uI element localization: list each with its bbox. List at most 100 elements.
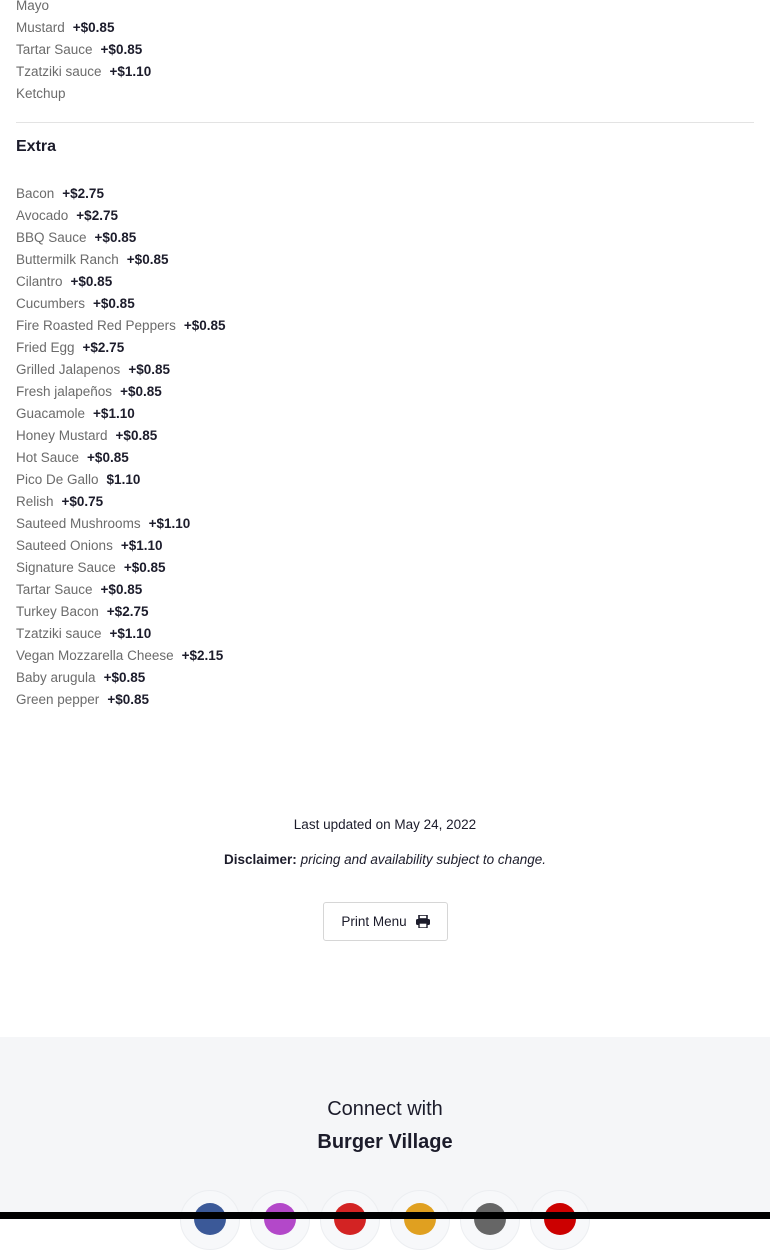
- option-price: +$0.85: [100, 582, 143, 597]
- menu-option: Fire Roasted Red Peppers +$0.85: [16, 315, 226, 337]
- sauce-list: Mayo Mustard +$0.85 Tartar Sauce +$0.85 Tzatz…: [16, 0, 151, 105]
- website-globe-link[interactable]: [460, 1190, 520, 1250]
- option-name: Cilantro: [16, 274, 63, 289]
- option-name: Tartar Sauce: [16, 42, 93, 57]
- facebook-icon: [194, 1203, 226, 1235]
- brand-name: Burger Village: [317, 1131, 453, 1153]
- divider: [16, 122, 754, 123]
- option-price: +$2.75: [76, 208, 118, 223]
- yelp-icon: [334, 1203, 366, 1235]
- last-updated: Last updated on May 24, 2022: [293, 817, 477, 832]
- website-globe-icon: [474, 1203, 506, 1235]
- option-price: +$1.10: [120, 538, 163, 553]
- option-name: Bacon: [16, 186, 55, 201]
- menu-option: Sauteed Mushrooms +$1.10: [16, 513, 226, 535]
- print-menu-label: Print Menu: [341, 914, 407, 929]
- option-price: +$2.75: [62, 186, 104, 201]
- option-name: Sauteed Mushrooms: [16, 516, 141, 531]
- menu-option: Ketchup: [16, 83, 151, 105]
- option-name: Grilled Jalapenos: [16, 362, 121, 377]
- option-price: +$0.85: [126, 252, 169, 267]
- option-price: +$0.85: [183, 318, 226, 333]
- option-name: Mustard: [16, 20, 65, 35]
- menu-option: Pico De Gallo $1.10: [16, 469, 226, 491]
- option-price: +$0.85: [93, 296, 135, 311]
- option-name: Buttermilk Ranch: [16, 252, 119, 267]
- connect-heading: Connect with: [327, 1098, 443, 1120]
- bottom-bar: [0, 1212, 770, 1219]
- tripadvisor-link[interactable]: [390, 1190, 450, 1250]
- option-price: +$0.85: [103, 670, 146, 685]
- menu-option: Cucumbers +$0.85: [16, 293, 226, 315]
- yelp-link[interactable]: [320, 1190, 380, 1250]
- option-name: BBQ Sauce: [16, 230, 87, 245]
- option-price: $1.10: [106, 472, 141, 487]
- option-name: Mayo: [16, 0, 50, 13]
- menu-option: Mayo: [16, 0, 151, 17]
- option-price: +$0.85: [115, 428, 158, 443]
- menu-option: Fresh jalapeños +$0.85: [16, 381, 226, 403]
- printer-icon: [415, 915, 430, 928]
- option-name: Pico De Gallo: [16, 472, 99, 487]
- menu-option: Buttermilk Ranch +$0.85: [16, 249, 226, 271]
- location-pin-link[interactable]: [530, 1190, 590, 1250]
- option-name: Guacamole: [16, 406, 86, 421]
- print-menu-button[interactable]: Print Menu: [323, 902, 448, 941]
- menu-option: Tartar Sauce +$0.85: [16, 39, 151, 61]
- option-name: Baby arugula: [16, 670, 96, 685]
- option-name: Sauteed Onions: [16, 538, 113, 553]
- option-name: Relish: [16, 494, 54, 509]
- menu-option: Baby arugula +$0.85: [16, 667, 226, 689]
- disclaimer: Disclaimer: pricing and availability sub…: [0, 852, 770, 867]
- option-name: Tzatziki sauce: [16, 64, 102, 79]
- option-name: Hot Sauce: [16, 450, 80, 465]
- option-name: Fried Egg: [16, 340, 75, 355]
- option-price: +$0.75: [61, 494, 104, 509]
- menu-option: Guacamole +$1.10: [16, 403, 226, 425]
- option-price: +$0.85: [123, 560, 166, 575]
- location-pin-icon: [544, 1203, 576, 1235]
- menu-option: Relish +$0.75: [16, 491, 226, 513]
- menu-option: Tzatziki sauce +$1.10: [16, 623, 226, 645]
- option-name: Signature Sauce: [16, 560, 116, 575]
- disclaimer-label: Disclaimer:: [224, 852, 297, 867]
- option-name: Fire Roasted Red Peppers: [16, 318, 176, 333]
- menu-option: Vegan Mozzarella Cheese +$2.15: [16, 645, 226, 667]
- option-price: +$2.75: [82, 340, 125, 355]
- option-name: Cucumbers: [16, 296, 86, 311]
- section-title-extra: Extra: [16, 138, 57, 155]
- menu-option: Avocado +$2.75: [16, 205, 226, 227]
- option-name: Turkey Bacon: [16, 604, 99, 619]
- option-name: Vegan Mozzarella Cheese: [16, 648, 174, 663]
- option-name: Ketchup: [16, 86, 66, 101]
- option-price: +$0.85: [100, 42, 143, 57]
- disclaimer-text: pricing and availability subject to chan…: [300, 852, 546, 867]
- option-price: +$1.10: [109, 626, 152, 641]
- instagram-icon: [264, 1203, 296, 1235]
- menu-option: Mustard +$0.85: [16, 17, 151, 39]
- option-name: Tzatziki sauce: [16, 626, 102, 641]
- option-price: +$0.85: [72, 20, 115, 35]
- menu-option: Cilantro +$0.85: [16, 271, 226, 293]
- option-price: +$0.85: [107, 692, 149, 707]
- option-price: +$2.75: [106, 604, 149, 619]
- option-price: +$0.85: [87, 450, 129, 465]
- option-price: +$1.10: [148, 516, 191, 531]
- footer: [0, 1037, 770, 1219]
- tripadvisor-icon: [404, 1203, 436, 1235]
- option-name: Green pepper: [16, 692, 100, 707]
- option-price: +$2.15: [181, 648, 224, 663]
- instagram-link[interactable]: [250, 1190, 310, 1250]
- menu-option: Grilled Jalapenos +$0.85: [16, 359, 226, 381]
- menu-option: Bacon +$2.75: [16, 183, 226, 205]
- menu-option: Hot Sauce +$0.85: [16, 447, 226, 469]
- menu-option: Fried Egg +$2.75: [16, 337, 226, 359]
- menu-option: Signature Sauce +$0.85: [16, 557, 226, 579]
- menu-option: Tartar Sauce +$0.85: [16, 579, 226, 601]
- menu-option: Tzatziki sauce +$1.10: [16, 61, 151, 83]
- menu-option: Honey Mustard +$0.85: [16, 425, 226, 447]
- option-name: Fresh jalapeños: [16, 384, 113, 399]
- option-name: Avocado: [16, 208, 69, 223]
- option-price: +$1.10: [109, 64, 152, 79]
- facebook-link[interactable]: [180, 1190, 240, 1250]
